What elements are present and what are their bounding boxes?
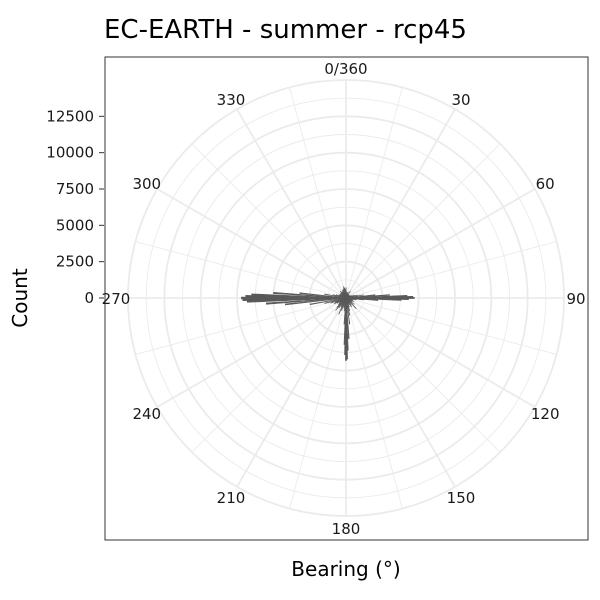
- grid-spoke: [289, 297, 347, 509]
- bar: [345, 297, 351, 325]
- bar: [299, 292, 347, 299]
- bar-series: [241, 286, 415, 361]
- bearing-tick-label: 90: [566, 290, 585, 308]
- bar: [309, 297, 347, 305]
- grid-spoke: [135, 297, 347, 355]
- grid-spoke: [345, 241, 557, 299]
- grid-spoke: [345, 188, 536, 299]
- chart-title: EC-EARTH - summer - rcp45: [104, 15, 467, 45]
- bearing-tick-label: 60: [536, 175, 555, 193]
- bar: [324, 297, 347, 304]
- bar: [265, 297, 347, 305]
- grid-spoke: [289, 87, 347, 299]
- grid-spoke: [345, 87, 403, 299]
- grid-spoke: [345, 143, 501, 299]
- grid-spoke: [135, 241, 347, 299]
- grid-spoke: [345, 297, 557, 355]
- bearing-tick-label: 300: [132, 175, 161, 193]
- bar: [345, 297, 351, 316]
- bearing-tick-label: 150: [447, 489, 476, 507]
- y-tick-label: 7500: [56, 180, 94, 198]
- bar: [273, 291, 347, 299]
- grid-spoke: [345, 108, 456, 299]
- grid-spoke: [191, 143, 347, 299]
- grid-spoke: [345, 297, 456, 488]
- grid-spoke: [345, 297, 501, 453]
- bar: [345, 294, 390, 299]
- bearing-tick-label: 240: [132, 405, 161, 423]
- grid-spoke: [345, 297, 403, 509]
- grid-spoke: [191, 297, 347, 453]
- polar-grid: [127, 79, 565, 517]
- y-tick-label: 12500: [46, 107, 94, 125]
- bar: [284, 297, 347, 306]
- grid-spoke: [236, 108, 347, 299]
- y-axis: 0 2500 5000 7500 10000 12500: [46, 107, 104, 307]
- grid-spoke: [345, 297, 536, 408]
- grid-spoke: [156, 297, 347, 408]
- grid-spoke: [236, 297, 347, 488]
- bearing-tick-label: 0/360: [324, 60, 367, 78]
- bearing-tick-label: 330: [217, 91, 246, 109]
- bearing-tick-label: 270: [102, 290, 131, 308]
- y-tick-label: 2500: [56, 253, 94, 271]
- bearing-tick-label: 120: [531, 405, 560, 423]
- bar: [345, 294, 364, 299]
- y-tick-label: 10000: [46, 144, 94, 162]
- y-axis-title: Count: [8, 268, 32, 328]
- bar: [345, 297, 350, 339]
- y-tick-label: 0: [84, 289, 94, 307]
- y-tick-label: 5000: [56, 216, 94, 234]
- bearing-tick-label: 210: [217, 489, 246, 507]
- bearing-tick-label: 30: [451, 91, 470, 109]
- grid-spoke: [156, 188, 347, 299]
- x-axis-title: Bearing (°): [291, 557, 400, 581]
- bearing-axis: 0/360 30 60 90 120 150 180 210 240 270 300 330: [102, 60, 586, 538]
- bar: [343, 297, 347, 325]
- bar: [344, 288, 347, 299]
- bar: [251, 293, 347, 299]
- bearing-tick-label: 180: [332, 520, 361, 538]
